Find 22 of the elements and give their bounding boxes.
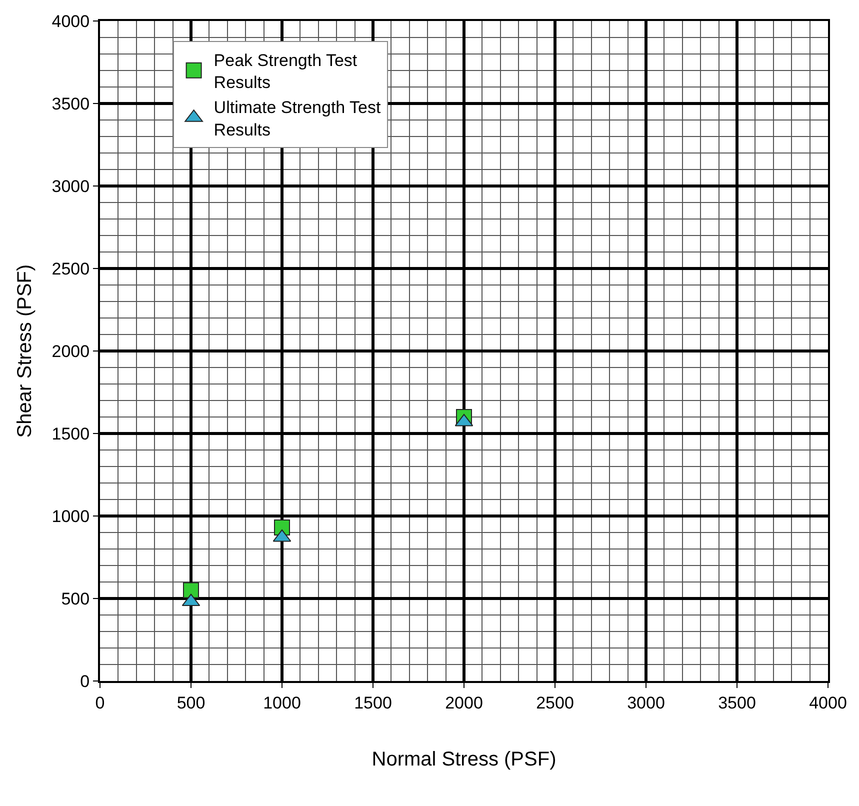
x-tick-label: 3000 (627, 693, 665, 712)
y-tick-label: 4000 (52, 12, 90, 31)
y-tick-label: 1500 (52, 424, 90, 444)
x-tick-label: 2000 (445, 693, 483, 712)
x-tick-label: 4000 (809, 693, 847, 712)
y-tick-label: 1000 (52, 506, 90, 526)
y-tick-label: 2000 (52, 342, 90, 361)
y-tick-label: 3000 (52, 176, 90, 196)
legend-label: Ultimate Strength Test Results (214, 98, 382, 140)
x-tick-label: 1500 (354, 693, 392, 712)
x-tick-label: 3500 (718, 693, 756, 712)
x-tick-label: 1000 (263, 693, 301, 712)
y-tick-label: 2500 (52, 259, 90, 278)
x-tick-label: 500 (176, 693, 206, 712)
y-axis-title: Shear Stress (PSF) (14, 264, 36, 438)
x-tick-label: 0 (95, 693, 105, 712)
y-tick-label: 3500 (52, 94, 90, 114)
y-tick-label: 0 (80, 672, 90, 691)
y-tick-label: 500 (61, 589, 90, 608)
x-axis-title: Normal Stress (PSF) (372, 748, 556, 770)
x-tick-label: 2500 (536, 693, 574, 712)
legend-label: Peak Strength Test Results (214, 50, 358, 92)
